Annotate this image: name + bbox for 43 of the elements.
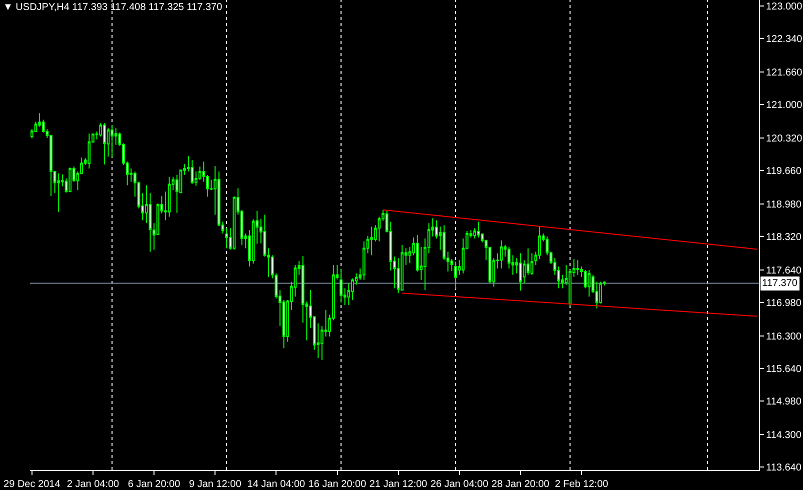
y-tick-label: 119.660: [766, 166, 802, 177]
x-tick-label: 16 Jan 20:00: [308, 479, 367, 490]
candlestick: [168, 176, 171, 218]
y-tick-label: 114.300: [766, 430, 802, 442]
x-tick-label: 9 Jan 12:00: [188, 479, 242, 490]
candlestick: [519, 252, 522, 292]
candlestick: [351, 278, 354, 301]
y-tick-label: 116.300: [766, 332, 802, 342]
candlestick: [370, 226, 374, 256]
y-tick-label: 121.660: [766, 67, 803, 78]
y-tick-label: 123.000: [766, 1, 803, 12]
candlestick: [68, 167, 72, 193]
candlestick: [500, 240, 503, 269]
x-tick-label: 28 Jan 20:00: [492, 479, 550, 490]
chart-title: ▼ USDJPY,H4 117.393 117.408 117.325 117.370: [3, 2, 223, 13]
candlestick: [347, 282, 350, 306]
y-tick-label: 115.640: [766, 364, 802, 376]
x-tick-label: 14 Jan 04:00: [247, 479, 306, 490]
candlestick: [190, 160, 194, 184]
y-tick-label: 117.640: [766, 265, 802, 276]
ref-line-label: 117.370: [762, 278, 798, 289]
x-tick-label: 2 Feb 12:00: [554, 479, 609, 490]
y-tick-label: 118.980: [766, 199, 802, 210]
y-tick-label: 122.340: [766, 34, 803, 45]
y-tick-label: 118.320: [766, 232, 802, 243]
y-tick-label: 120.320: [766, 133, 803, 144]
x-tick-label: 26 Jan 04:00: [430, 479, 489, 490]
candlestick: [588, 269, 591, 298]
candlestick: [400, 244, 404, 292]
candlestick: [576, 260, 580, 276]
x-tick-label: 6 Jan 20:00: [128, 479, 181, 490]
candlestick: [57, 172, 60, 212]
candlestick: [102, 122, 106, 166]
x-tick-label: 29 Dec 2014: [4, 479, 61, 490]
y-tick-label: 121.000: [766, 100, 803, 111]
y-tick-label: 113.640: [766, 462, 802, 474]
candlestick: [340, 268, 342, 303]
y-tick-label: 116.980: [766, 298, 802, 309]
y-tick-label: 114.980: [766, 396, 802, 408]
candlestick: [88, 133, 91, 169]
x-tick-label: 21 Jan 12:00: [369, 479, 428, 490]
x-tick-label: 2 Jan 04:00: [66, 479, 120, 490]
candlestick: [530, 252, 534, 276]
